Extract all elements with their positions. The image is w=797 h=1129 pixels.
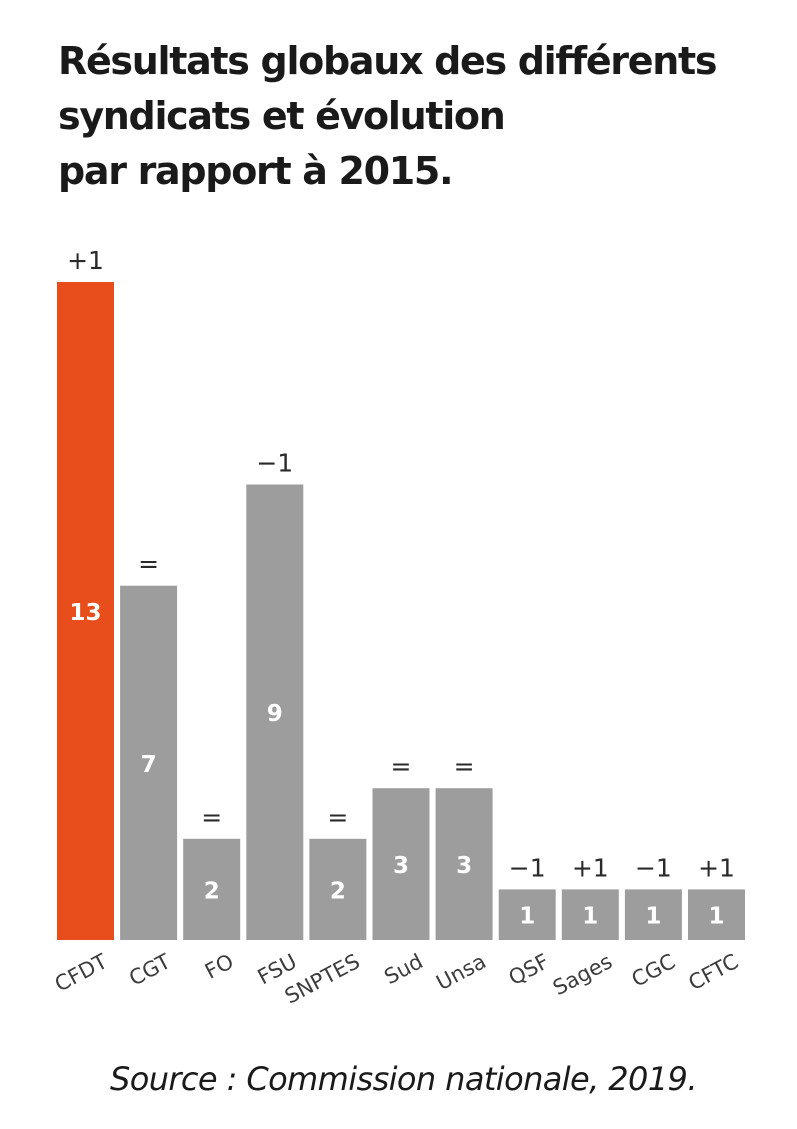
change-label-snptes: =: [327, 803, 348, 832]
value-label-fo: 2: [204, 878, 220, 904]
change-label-sages: +1: [572, 853, 609, 882]
chart-title-line-1: Résultats globaux des différents: [58, 39, 717, 83]
change-label-cgc: −1: [635, 853, 672, 882]
value-label-cgt: 7: [141, 752, 157, 778]
category-label-unsa: Unsa: [432, 949, 490, 995]
bar-cftc: [688, 889, 745, 940]
category-label-cftc: CFTC: [685, 949, 743, 995]
source-note: Source : Commission nationale, 2019.: [110, 1060, 697, 1098]
value-label-sud: 3: [393, 853, 409, 879]
value-label-cgc: 1: [645, 904, 661, 930]
change-label-fsu: −1: [256, 449, 293, 478]
bar-chart: 13+1CFDT7=CGT2=FO9−1FSU2=SNPTES3=Sud3=Un…: [51, 246, 745, 1009]
chart-title-line-3: par rapport à 2015.: [58, 149, 454, 193]
value-label-unsa: 3: [456, 853, 472, 879]
change-label-sud: =: [391, 752, 412, 781]
value-label-qsf: 1: [519, 904, 535, 930]
bar-cgc: [624, 889, 682, 940]
category-label-cfdt: CFDT: [51, 949, 112, 996]
category-label-sud: Sud: [380, 949, 427, 989]
bar-unsa: [435, 788, 493, 940]
value-label-snptes: 2: [330, 878, 346, 904]
change-label-qsf: −1: [509, 853, 546, 882]
category-label-cgc: CGC: [628, 949, 680, 992]
chart-title: Résultats globaux des différents syndica…: [58, 34, 778, 199]
bar-sud: [372, 788, 430, 940]
category-label-qsf: QSF: [505, 949, 553, 990]
value-label-cftc: 1: [708, 904, 724, 930]
value-label-fsu: 9: [267, 701, 283, 727]
category-label-sages: Sages: [549, 949, 616, 1000]
bar-sages: [561, 889, 619, 940]
change-label-fo: =: [201, 803, 222, 832]
value-label-cfdt: 13: [69, 600, 101, 626]
bar-fsu: [246, 484, 304, 940]
value-label-sages: 1: [582, 904, 598, 930]
bar-snptes: [309, 838, 367, 940]
bar-qsf: [498, 889, 556, 940]
category-label-cgt: CGT: [125, 949, 174, 990]
category-label-fo: FO: [201, 949, 238, 984]
chart-title-line-2: syndicats et évolution: [58, 94, 506, 138]
change-label-cgt: =: [138, 550, 159, 579]
change-label-cftc: +1: [698, 853, 735, 882]
bar-cfdt: [57, 282, 114, 940]
bar-fo: [183, 838, 241, 940]
change-label-cfdt: +1: [67, 246, 104, 275]
change-label-unsa: =: [454, 752, 475, 781]
bar-cgt: [120, 585, 178, 940]
